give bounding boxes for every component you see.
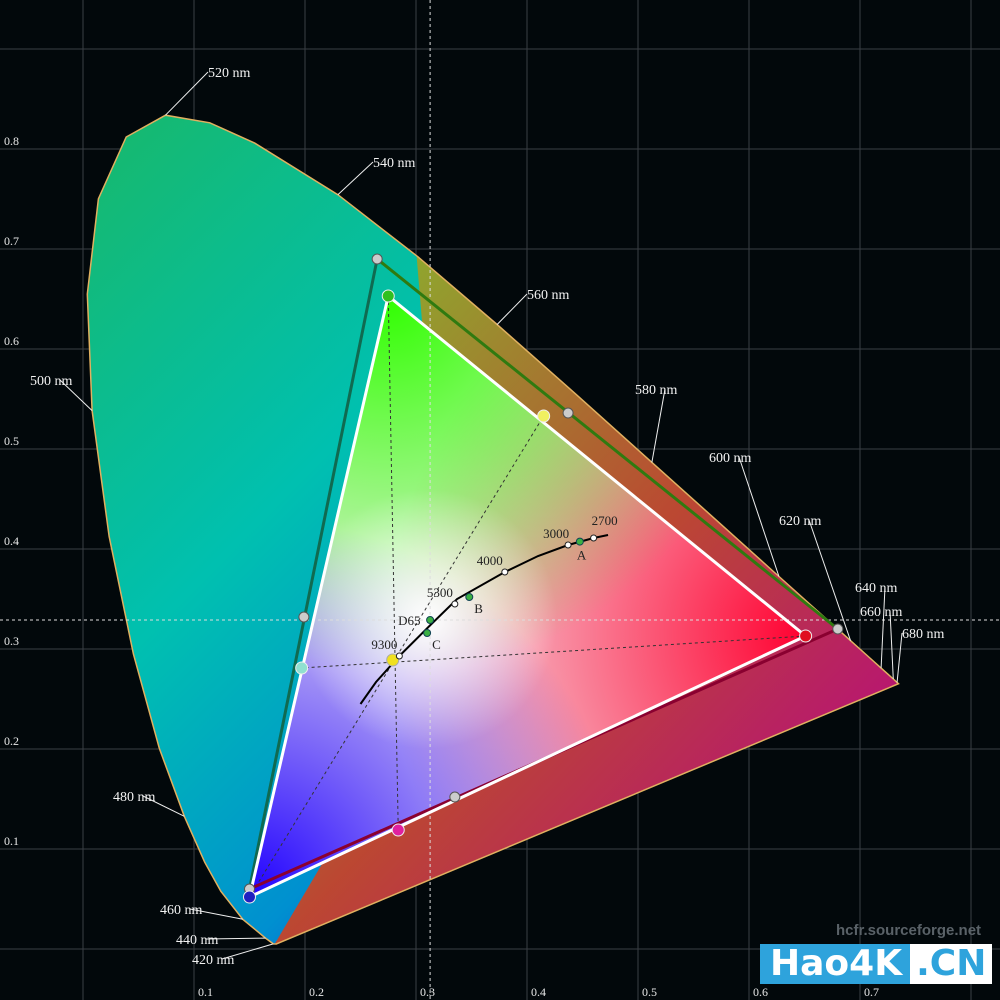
wavelength-label: 520 nm — [208, 66, 251, 81]
x-tick-label: 0.6 — [753, 985, 768, 999]
wavelength-label: 620 nm — [779, 514, 822, 529]
wavelength-leader — [896, 632, 903, 683]
logo-left: Hao4K — [760, 944, 911, 984]
measured-cyan-marker — [295, 661, 309, 675]
illuminant-point — [575, 537, 584, 546]
y-tick-label: 0.5 — [4, 434, 19, 448]
y-tick-label: 0.8 — [4, 134, 19, 148]
target-green-marker — [371, 253, 383, 265]
wavelength-leader — [880, 586, 886, 669]
wavelength-label: 560 nm — [527, 288, 570, 303]
x-tick-label: 0.2 — [309, 985, 324, 999]
wavelength-label: 640 nm — [855, 581, 898, 596]
cct-point — [564, 541, 572, 549]
secondary-line — [387, 295, 399, 831]
y-tick-label: 0.2 — [4, 734, 19, 748]
x-tick-label: 0.4 — [531, 985, 546, 999]
wavelength-label: 660 nm — [860, 605, 903, 620]
x-tick-label: 0.7 — [864, 985, 879, 999]
illuminant-label: B — [474, 601, 483, 616]
wavelength-label: 500 nm — [30, 374, 73, 389]
wavelength-leader — [221, 943, 274, 960]
measured-blue-marker — [243, 890, 256, 904]
y-tick-label: 0.3 — [4, 634, 19, 648]
wavelength-label: 540 nm — [373, 156, 416, 171]
wavelength-leader — [142, 795, 185, 817]
measured-gamut-outline — [247, 293, 809, 900]
secondary-line — [249, 415, 545, 898]
cct-label: 3000 — [543, 526, 569, 541]
wavelength-label: 440 nm — [176, 933, 219, 948]
target-gamut-edge — [248, 258, 379, 890]
cct-point — [451, 600, 459, 608]
wavelength-leader — [59, 379, 93, 411]
wavelength-leader — [205, 937, 266, 940]
wavelength-label: 600 nm — [709, 451, 752, 466]
measured-red-marker — [799, 629, 813, 643]
labels: 0.1 0.2 0.3 0.4 0.5 0.6 0.7 0.1 0.2 0.3 0.4 0.5 0.6 0… — [4, 66, 945, 999]
watermark-text: hcfr.sourceforge.net — [836, 922, 982, 939]
y-tick-label: 0.7 — [4, 234, 19, 248]
cct-point — [395, 652, 403, 660]
gamut-markers — [243, 253, 844, 904]
wavelength-leader — [889, 610, 894, 680]
target-magenta-marker — [449, 791, 461, 803]
wavelength-leader — [496, 293, 528, 325]
cct-label: 5300 — [427, 585, 453, 600]
cct-label: 9300 — [371, 637, 397, 652]
spectral-locus-outline — [86, 114, 900, 945]
wavelength-leader — [189, 908, 243, 920]
wavelength-label: 480 nm — [113, 790, 156, 805]
measured-magenta-marker — [391, 823, 405, 837]
wavelength-label: 420 nm — [192, 953, 235, 968]
measured-yellow-marker — [537, 409, 551, 423]
illuminant-label: A — [577, 548, 587, 563]
secondary-line — [301, 635, 806, 669]
wavelength-leader — [651, 388, 666, 463]
measured-green-marker — [381, 289, 395, 303]
target-yellow-marker — [562, 407, 574, 419]
cct-point — [501, 568, 509, 576]
x-tick-label: 0.5 — [642, 985, 657, 999]
cct-label: 4000 — [477, 553, 503, 568]
wavelength-leader — [337, 161, 374, 196]
y-tick-label: 0.1 — [4, 834, 19, 848]
x-tick-label: 0.3 — [420, 985, 435, 999]
wavelength-label: 680 nm — [902, 627, 945, 642]
wavelength-label: 580 nm — [635, 383, 678, 398]
target-red-marker — [832, 623, 844, 635]
illuminant-point — [426, 616, 435, 624]
illuminant-point — [423, 629, 432, 637]
wavelength-label: 460 nm — [160, 903, 203, 918]
target-cyan-marker — [298, 611, 310, 623]
x-tick-label: 0.1 — [198, 985, 213, 999]
wavelength-leader — [165, 71, 209, 116]
y-tick-label: 0.6 — [4, 334, 19, 348]
measured-white-marker — [386, 653, 400, 667]
target-gamut-edge — [376, 257, 839, 631]
wavelength-leader — [738, 456, 780, 577]
illuminant-label: D65 — [398, 613, 420, 628]
site-logo: Hao4K .CN — [760, 944, 993, 984]
illuminant-label: C — [432, 637, 441, 652]
logo-right: .CN — [910, 944, 993, 984]
y-tick-label: 0.4 — [4, 534, 19, 548]
cct-point — [590, 534, 598, 542]
cct-label: 2700 — [592, 513, 618, 528]
illuminant-point — [465, 593, 474, 601]
wavelength-leader — [808, 519, 852, 641]
